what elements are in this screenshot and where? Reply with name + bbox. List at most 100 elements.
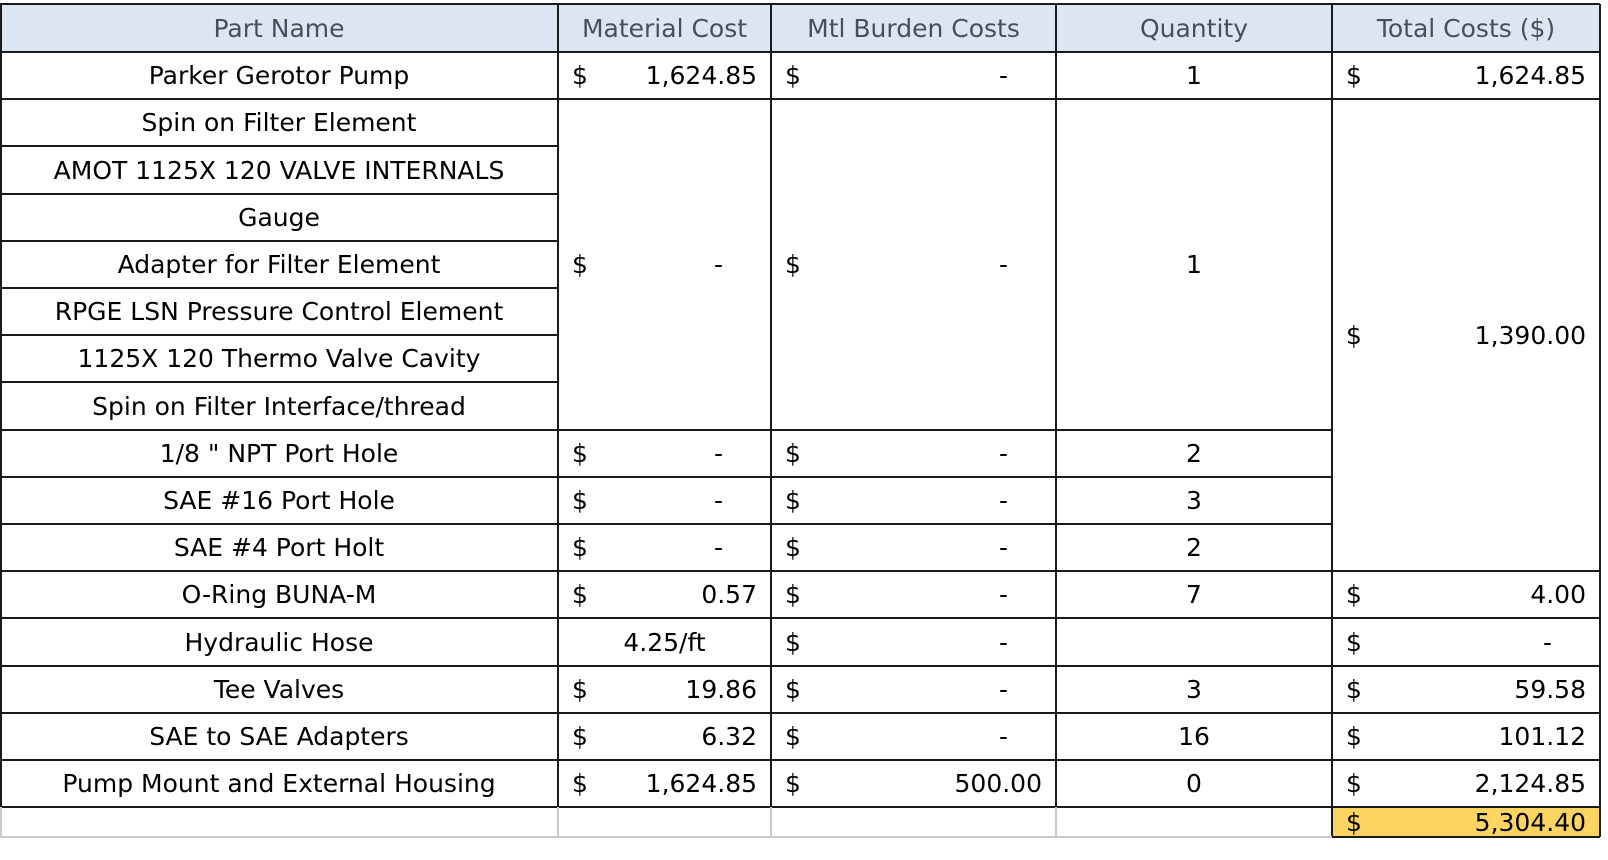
header-material-cost[interactable]: Material Cost (558, 4, 771, 52)
filter-group-quantity-cell[interactable]: 1 (1056, 99, 1332, 430)
amount-value: - (713, 486, 723, 515)
burden-cost-cell[interactable]: $ - (771, 571, 1056, 618)
grid-line (1332, 712, 1600, 714)
part-name-cell[interactable]: SAE to SAE Adapters (0, 713, 558, 760)
currency-symbol: $ (572, 439, 588, 468)
quantity-cell[interactable]: 2 (1056, 430, 1332, 477)
part-name-cell[interactable]: Tee Valves (0, 666, 558, 713)
grid-line (1332, 570, 1600, 572)
part-name-cell[interactable]: Gauge (0, 194, 558, 241)
burden-cost-cell[interactable]: $ - (771, 524, 1056, 571)
currency-symbol: $ (572, 769, 588, 798)
grid-line (0, 807, 2, 837)
burden-cost-cell[interactable]: $ - (771, 477, 1056, 524)
burden-cost-cell[interactable]: $500.00 (771, 760, 1056, 807)
amount-value: - (713, 250, 723, 279)
part-name-cell[interactable]: SAE #16 Port Hole (0, 477, 558, 524)
grid-line (0, 51, 1600, 53)
amount-value: 6.32 (701, 722, 757, 751)
total-cost-cell[interactable]: $1,624.85 (1332, 52, 1600, 99)
quantity-cell[interactable]: 7 (1056, 571, 1332, 618)
part-name-cell[interactable]: AMOT 1125X 120 VALVE INTERNALS (0, 146, 558, 194)
grid-line (558, 429, 1332, 431)
part-name: AMOT 1125X 120 VALVE INTERNALS (53, 155, 505, 185)
currency-symbol: $ (785, 580, 801, 609)
burden-cost-cell[interactable]: $ - (771, 713, 1056, 760)
grand-total-cell[interactable]: $5,304.40 (1332, 807, 1600, 837)
material-cost-cell[interactable]: $6.32 (558, 713, 771, 760)
header-quantity[interactable]: Quantity (1056, 4, 1332, 52)
header-label: Part Name (213, 13, 345, 43)
quantity-cell[interactable]: 3 (1056, 666, 1332, 713)
part-name-cell[interactable]: Pump Mount and External Housing (0, 760, 558, 807)
material-cost-cell[interactable]: $1,624.85 (558, 760, 771, 807)
currency-symbol: $ (572, 580, 588, 609)
amount-value: - (998, 61, 1008, 90)
material-cost-cell[interactable]: $19.86 (558, 666, 771, 713)
part-name-cell[interactable]: Adapter for Filter Element (0, 241, 558, 288)
burden-cost-cell[interactable]: $ - (771, 430, 1056, 477)
grid-line (0, 429, 558, 431)
material-cost-cell[interactable]: 4.25/ft (558, 618, 771, 666)
currency-symbol: $ (785, 439, 801, 468)
total-cost-cell[interactable]: $2,124.85 (1332, 760, 1600, 807)
filter-group-material-cell[interactable]: $ - (558, 99, 771, 430)
amount-value: 1,390.00 (1474, 320, 1586, 350)
grid-line (0, 145, 558, 147)
quantity-cell[interactable]: 3 (1056, 477, 1332, 524)
material-cost-cell[interactable]: $0.57 (558, 571, 771, 618)
part-name-cell[interactable]: O-Ring BUNA-M (0, 571, 558, 618)
total-cost-cell[interactable]: $ - (1332, 618, 1600, 666)
grid-line (558, 570, 1332, 572)
material-cost-cell[interactable]: $1,624.85 (558, 52, 771, 99)
material-cost-cell[interactable]: $ - (558, 524, 771, 571)
grid-line (557, 807, 559, 837)
currency-symbol: $ (785, 250, 801, 279)
part-name: RPGE LSN Pressure Control Element (54, 297, 504, 326)
grid-line (1055, 807, 1057, 837)
header-label: Mtl Burden Costs (807, 13, 1020, 43)
part-name: Adapter for Filter Element (117, 250, 441, 279)
burden-cost-cell[interactable]: $ - (771, 618, 1056, 666)
material-cost-cell[interactable]: $ - (558, 430, 771, 477)
header-label: Quantity (1139, 13, 1249, 43)
part-name-cell[interactable]: 1/8 " NPT Port Hole (0, 430, 558, 477)
part-name-cell[interactable]: 1125X 120 Thermo Valve Cavity (0, 335, 558, 382)
part-name-cell[interactable]: Spin on Filter Interface/thread (0, 382, 558, 430)
grid-line (1332, 806, 1600, 808)
currency-symbol: $ (785, 722, 801, 751)
filter-group-burden-cell[interactable]: $ - (771, 99, 1056, 430)
amount-value: 59.58 (1514, 675, 1586, 704)
grid-line (0, 240, 558, 242)
subassembly-total-cell[interactable]: $1,390.00 (1332, 99, 1600, 571)
quantity-cell[interactable]: 2 (1056, 524, 1332, 571)
grid-line (770, 4, 772, 52)
total-cost-cell[interactable]: $4.00 (1332, 571, 1600, 618)
quantity-cell[interactable] (1056, 618, 1332, 666)
burden-cost-cell[interactable]: $ - (771, 52, 1056, 99)
quantity-cell[interactable]: 1 (1056, 52, 1332, 99)
quantity-cell[interactable]: 16 (1056, 713, 1332, 760)
part-name-cell[interactable]: RPGE LSN Pressure Control Element (0, 288, 558, 335)
part-name: 1125X 120 Thermo Valve Cavity (77, 344, 481, 373)
grid-line (0, 523, 558, 525)
amount-value: - (713, 439, 723, 468)
header-part-name[interactable]: Part Name (0, 4, 558, 52)
part-name-cell[interactable]: Spin on Filter Element (0, 99, 558, 146)
total-cost-cell[interactable]: $59.58 (1332, 666, 1600, 713)
burden-cost-cell[interactable]: $ - (771, 666, 1056, 713)
amount-value: 1,624.85 (645, 61, 757, 90)
grid-line (0, 334, 558, 336)
part-name-cell[interactable]: Parker Gerotor Pump (0, 52, 558, 99)
quantity-cell[interactable]: 0 (1056, 760, 1332, 807)
grid-line (0, 806, 558, 808)
amount-value: - (713, 533, 723, 562)
part-name-cell[interactable]: SAE #4 Port Holt (0, 524, 558, 571)
material-cost-cell[interactable]: $ - (558, 477, 771, 524)
part-name-cell[interactable]: Hydraulic Hose (0, 618, 558, 666)
part-name: Parker Gerotor Pump (148, 61, 410, 90)
header-total-costs[interactable]: Total Costs ($) (1332, 4, 1600, 52)
total-cost-cell[interactable]: $101.12 (1332, 713, 1600, 760)
header-burden-costs[interactable]: Mtl Burden Costs (771, 4, 1056, 52)
